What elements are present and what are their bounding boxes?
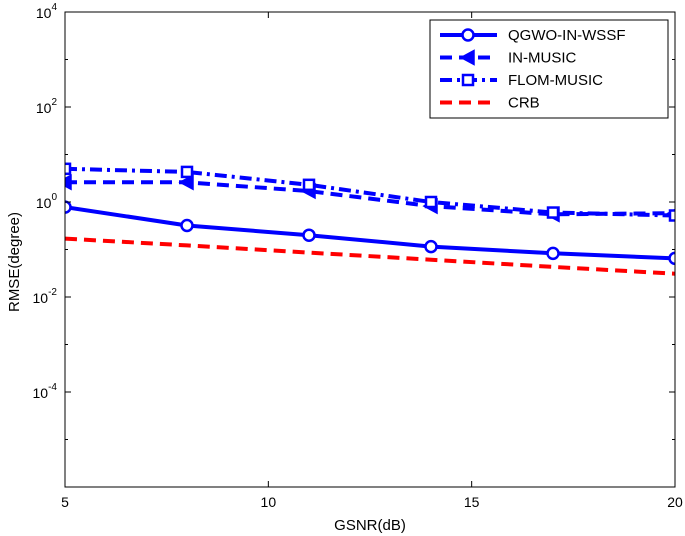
series-line-crb — [65, 236, 675, 276]
data-point-flom-music-5 — [65, 162, 72, 176]
y-axis-label: RMSE(degree) — [6, 212, 23, 312]
data-point-in-music-8 — [178, 174, 194, 191]
data-point-qgwo-in-wssf-20 — [668, 251, 675, 266]
legend: QGWO-IN-WSSF IN-MUSIC FLOM-MUSIC CRB — [429, 19, 669, 119]
data-point-qgwo-in-wssf-5 — [65, 200, 72, 214]
data-point-qgwo-in-wssf-8 — [180, 218, 194, 233]
x-axis-label: GSNR(dB) — [334, 517, 406, 534]
legend-marker-qgwo-in-wssf — [461, 28, 475, 42]
y-tick-label--2: 10-2 — [33, 287, 58, 306]
series-line-qgwo-in-wssf — [65, 205, 675, 261]
data-point-flom-music-8 — [180, 165, 194, 179]
y-tick-label-0: 100 — [36, 192, 58, 211]
legend-marker-in-music — [459, 49, 475, 66]
data-point-qgwo-in-wssf-14 — [424, 239, 438, 254]
legend-label-in-music: IN-MUSIC — [508, 50, 576, 67]
data-point-flom-music-11 — [302, 178, 316, 192]
data-point-flom-music-14 — [424, 195, 438, 209]
data-point-qgwo-in-wssf-17 — [546, 246, 560, 261]
series-line-in-music — [65, 180, 675, 217]
y-tick-label-2: 102 — [36, 97, 58, 116]
x-tick-label-5: 5 — [61, 494, 69, 510]
legend-marker-flom-music — [461, 73, 475, 87]
x-tick-label-15: 15 — [464, 494, 480, 510]
data-point-flom-music-20 — [668, 209, 675, 222]
series-layer — [65, 162, 675, 276]
data-point-in-music-5 — [65, 174, 72, 191]
x-tick-label-10: 10 — [261, 494, 277, 510]
axes-layer: 5 10 15 20 104 102 100 10-2 10-4 — [33, 2, 683, 510]
x-tick-label-20: 20 — [667, 494, 683, 510]
y-tick-label--4: 10-4 — [33, 382, 58, 401]
legend-label-crb: CRB — [508, 95, 540, 112]
series-line-flom-music — [65, 166, 675, 218]
y-tick-label-4: 104 — [36, 2, 58, 21]
data-point-flom-music-17 — [546, 206, 560, 219]
data-point-qgwo-in-wssf-11 — [302, 228, 316, 242]
legend-label-flom-music: FLOM-MUSIC — [508, 72, 603, 89]
legend-label-qgwo-in-wssf: QGWO-IN-WSSF — [508, 27, 625, 44]
